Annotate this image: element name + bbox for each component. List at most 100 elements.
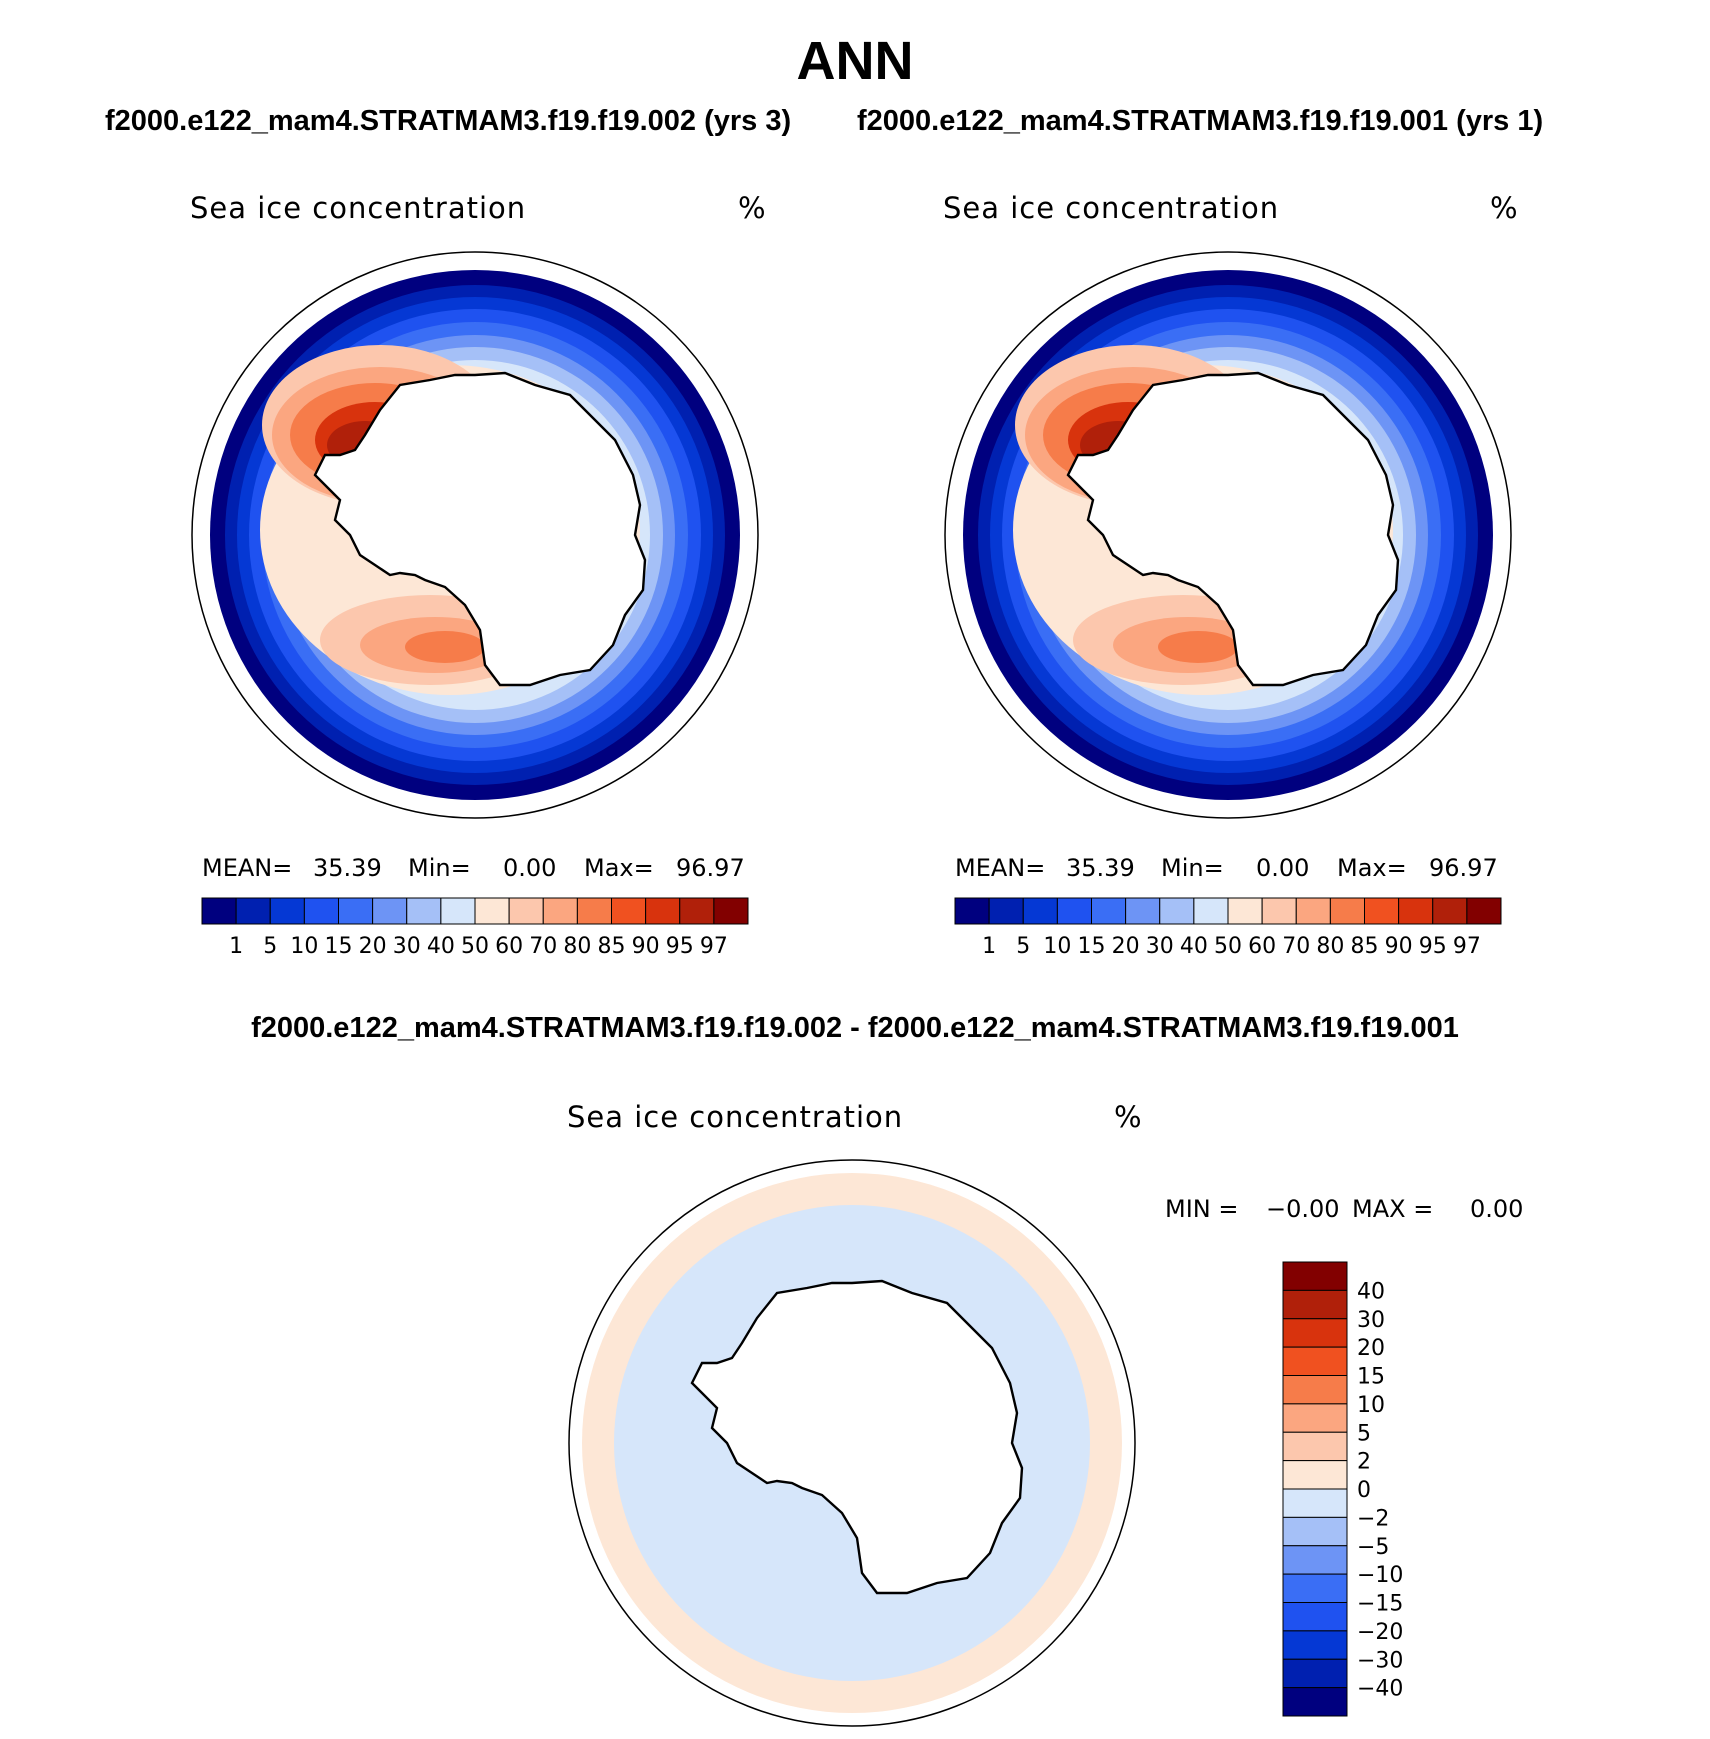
svg-text:MAX =: MAX = <box>1352 1195 1433 1223</box>
diff-colorbar-swatch <box>1282 1488 1348 1518</box>
panel2-colorbar-swatch <box>1159 897 1195 925</box>
diff-colorbar-swatch <box>1282 1460 1348 1490</box>
panel1-colorbar-tick-label: 50 <box>461 934 489 959</box>
panel1-colorbar-swatch <box>713 897 749 925</box>
panel1-colorbar-swatch <box>508 897 544 925</box>
panel2-colorbar-tick-label: 50 <box>1214 934 1242 959</box>
diff-colorbar-swatch <box>1282 1545 1348 1575</box>
diff-map <box>568 1159 1136 1727</box>
svg-text:MIN =: MIN = <box>1165 1195 1238 1223</box>
diff-colorbar-swatch <box>1282 1602 1348 1632</box>
svg-text:MEAN=: MEAN= <box>202 854 292 882</box>
panel2-colorbar-swatch <box>1432 897 1468 925</box>
panel1-colorbar-swatch <box>338 897 374 925</box>
panel2-colorbar-swatch <box>1227 897 1263 925</box>
diff-variable-label: Sea ice concentration <box>567 1100 903 1134</box>
diff-colorbar-tick-label: −10 <box>1357 1563 1403 1588</box>
panel2-colorbar-tick-label: 85 <box>1351 934 1379 959</box>
panel1-colorbar-swatch <box>303 897 339 925</box>
panel1-colorbar-swatch <box>406 897 442 925</box>
diff-colorbar-swatch <box>1282 1375 1348 1405</box>
diff-colorbar-swatch <box>1282 1687 1348 1717</box>
panel2-colorbar-swatch <box>1295 897 1331 925</box>
svg-text:35.39: 35.39 <box>313 854 382 882</box>
panel2-colorbar-swatch <box>1091 897 1127 925</box>
diff-colorbar-swatch <box>1282 1403 1348 1433</box>
panel1-colorbar-swatch <box>201 897 237 925</box>
diff-colorbar-swatch <box>1282 1630 1348 1660</box>
panel2-colorbar-tick-label: 1 <box>982 934 996 959</box>
svg-text:Min=: Min= <box>1161 854 1224 882</box>
panel2-colorbar-tick-label: 30 <box>1146 934 1174 959</box>
panel2-colorbar-tick-label: 70 <box>1282 934 1310 959</box>
svg-text:0.00: 0.00 <box>1256 854 1309 882</box>
diff-colorbar-swatch <box>1282 1516 1348 1547</box>
figure-title: ANN <box>796 31 914 91</box>
panel2-colorbar-tick-label: 15 <box>1078 934 1106 959</box>
panel2-colorbar-tick-label: 60 <box>1248 934 1276 959</box>
panel1-variable-label: Sea ice concentration <box>190 191 526 225</box>
panel2-colorbar-tick-label: 20 <box>1112 934 1140 959</box>
panel2-colorbar-tick-label: 10 <box>1043 934 1071 959</box>
panel2-colorbar-swatch <box>1193 897 1229 925</box>
svg-text:0.00: 0.00 <box>1470 1195 1523 1223</box>
panel1-colorbar-tick-label: 10 <box>290 934 318 959</box>
svg-text:−0.00: −0.00 <box>1266 1195 1340 1223</box>
diff-colorbar-swatch <box>1282 1346 1348 1376</box>
panel1-colorbar-swatch <box>645 897 681 925</box>
panel2-colorbar-swatch <box>988 897 1024 925</box>
svg-text:0.00: 0.00 <box>503 854 556 882</box>
panel1-colorbar-swatch <box>679 897 715 925</box>
diff-colorbar-tick-label: −2 <box>1357 1506 1389 1531</box>
panel1-colorbar-swatch <box>235 897 271 925</box>
panel1-colorbar-swatch <box>542 897 578 925</box>
diff-units-label: % <box>1114 1100 1142 1134</box>
diff-colorbar-tick-label: 30 <box>1357 1308 1385 1333</box>
panel1-colorbar-swatch <box>474 897 510 925</box>
panel1-colorbar-tick-label: 5 <box>263 934 277 959</box>
panel2-colorbar-tick-label: 95 <box>1419 934 1447 959</box>
diff-colorbar-swatch <box>1282 1573 1348 1603</box>
panel1-colorbar-tick-label: 40 <box>427 934 455 959</box>
diff-case-title: f2000.e122_mam4.STRATMAM3.f19.f19.002 - … <box>251 1012 1459 1044</box>
panel1-colorbar-swatch <box>269 897 305 925</box>
panel1-colorbar: 1 5 10 15 20 30 40 50 60 70 80 85 90 95 97 <box>201 897 749 959</box>
svg-text:Max=: Max= <box>584 854 654 882</box>
svg-text:Min=: Min= <box>408 854 471 882</box>
svg-text:35.39: 35.39 <box>1066 854 1135 882</box>
panel1-colorbar-tick-label: 70 <box>529 934 557 959</box>
panel2-colorbar-tick-label: 90 <box>1385 934 1413 959</box>
diff-colorbar-tick-label: −5 <box>1357 1535 1389 1560</box>
diff-colorbar-swatch <box>1282 1658 1348 1689</box>
panel2-map <box>944 251 1512 819</box>
panel2-units-label: % <box>1490 191 1518 225</box>
svg-text:MEAN=: MEAN= <box>955 854 1045 882</box>
diff-colorbar-swatch <box>1282 1261 1348 1291</box>
panel1-colorbar-swatch <box>372 897 408 925</box>
diff-colorbar-tick-label: 40 <box>1357 1279 1385 1304</box>
panel2-colorbar-swatch <box>1056 897 1092 925</box>
panel1-colorbar-tick-label: 20 <box>359 934 387 959</box>
panel2-colorbar-swatch <box>1329 897 1365 925</box>
panel1-map <box>191 251 759 819</box>
panel2-colorbar-swatch <box>1125 897 1161 925</box>
diff-colorbar-tick-label: 5 <box>1357 1421 1371 1446</box>
panel2-colorbar-swatch <box>1466 897 1502 925</box>
diff-colorbar-swatch <box>1282 1431 1348 1462</box>
panel2-colorbar-swatch <box>1022 897 1058 925</box>
panel1-colorbar-tick-label: 60 <box>495 934 523 959</box>
diff-colorbar-tick-label: 15 <box>1357 1365 1385 1390</box>
panel2-stats: MEAN= 35.39 Min= 0.00 Max= 96.97 <box>955 854 1498 882</box>
diff-minmax: MIN = −0.00 MAX = 0.00 <box>1165 1195 1523 1223</box>
panel1-colorbar-swatch <box>440 897 476 925</box>
panel2-colorbar-swatch <box>1364 897 1400 925</box>
svg-text:96.97: 96.97 <box>676 854 745 882</box>
panel2-colorbar-tick-label: 40 <box>1180 934 1208 959</box>
panel1-case-title: f2000.e122_mam4.STRATMAM3.f19.f19.002 (y… <box>105 105 792 137</box>
panel1-colorbar-tick-label: 90 <box>632 934 660 959</box>
panel1-colorbar-swatch <box>611 897 647 925</box>
panel2-case-title: f2000.e122_mam4.STRATMAM3.f19.f19.001 (y… <box>857 105 1544 137</box>
diff-colorbar-tick-label: −30 <box>1357 1648 1403 1673</box>
